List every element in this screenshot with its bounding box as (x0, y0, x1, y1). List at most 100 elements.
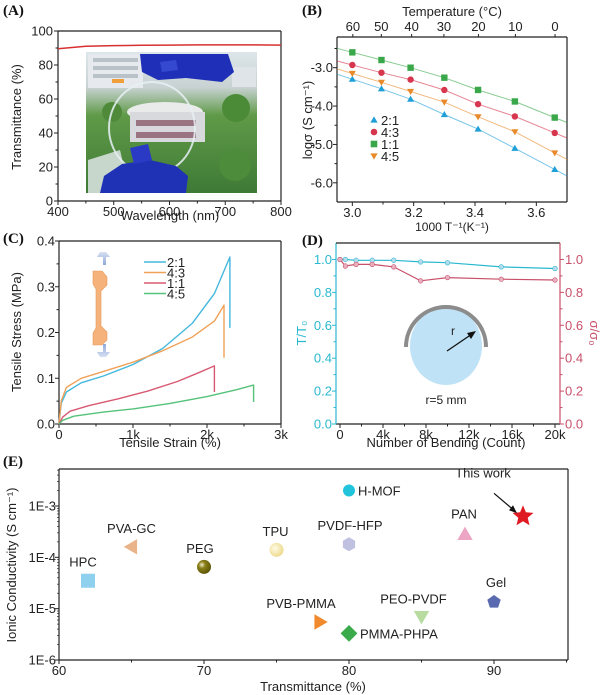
y-tick-label: 0.2 (37, 325, 55, 340)
fit-line-4:3 (336, 60, 568, 139)
x-tick-label: 3.4 (466, 205, 484, 220)
x-tick-label: 8k (419, 427, 433, 442)
data-point-σ/σ0 (444, 274, 451, 281)
data-point-T/T0 (342, 256, 348, 263)
data-point-4:3 (474, 100, 482, 108)
x-tick-label: 800 (270, 204, 292, 219)
data-point-T/T0 (418, 259, 424, 265)
stress-strain-curve-4:3 (58, 304, 225, 425)
x-tick-label: 90 (487, 663, 501, 678)
data-point-1:1 (511, 98, 519, 105)
stress-strain-curve-4:5 (58, 384, 255, 425)
x-tick-label: 80 (342, 663, 356, 678)
dogbone-specimen-icon (92, 270, 108, 346)
y-tick-label: 0.0 (37, 417, 55, 432)
x-tick-label: 700 (214, 204, 236, 219)
data-point-σ/σ0 (337, 256, 343, 263)
marker-peo-pvdf (413, 611, 430, 625)
legend-label: 2:1 (167, 255, 185, 270)
x-tick-label: 1k (126, 427, 140, 442)
data-point-4:5 (551, 150, 559, 157)
panel-c-legend: 2:14:31:14:5 (144, 255, 185, 302)
data-point-2:1 (348, 75, 356, 82)
y-tick-label: -5.0 (311, 137, 333, 152)
data-point-4:3 (349, 61, 356, 69)
data-point-σ/σ0 (418, 278, 424, 284)
data-point-T/T0 (498, 264, 504, 270)
marker-pan (457, 526, 473, 540)
data-point-4:5 (377, 79, 385, 86)
bent-film-arc (404, 305, 488, 348)
top-tick-label: 60 (346, 19, 360, 34)
radius-symbol: r (451, 324, 455, 338)
marker-tpu (269, 542, 284, 557)
data-point-2:1 (474, 125, 482, 132)
data-point-σ/σ0 (369, 261, 375, 267)
panel-a-transmittance-chart: 400 500 600 700 800 0 20 40 60 80 100 Wavelength (… (9, 24, 292, 224)
radius-arrowhead-icon (467, 331, 476, 339)
x-tick-label: 4k (376, 427, 390, 442)
y-tick-label: 20 (39, 160, 53, 175)
transmittance-curve (57, 44, 282, 50)
legend-label: 1:1 (167, 276, 185, 291)
data-point-2:1 (377, 85, 385, 92)
point-label-peo-pvdf: PEO-PVDF (380, 592, 447, 607)
top-tick-label: 10 (508, 19, 522, 34)
panel-e-xlabel: Transmittance (%) (260, 679, 366, 694)
panel-label-b: (B) (302, 3, 322, 19)
stress-strain-curve-2:1 (58, 256, 231, 425)
point-label-pvdf-hfp: PVDF-HFP (318, 518, 383, 533)
marker-peg (197, 559, 211, 574)
data-point-σ/σ0 (353, 261, 359, 267)
legend-label: 1:1 (381, 137, 399, 152)
data-point-2:1 (551, 165, 559, 172)
x-tick-label: 600 (159, 204, 181, 219)
panel-d-left-ylabel: T/T₀ (294, 321, 309, 346)
panel-label-a: (A) (3, 3, 24, 19)
y-tick-label: -4.0 (311, 99, 333, 114)
y-tick-label: 1E-4 (29, 550, 56, 565)
radius-value-label: r=5 mm (425, 393, 466, 407)
stretch-up-arrow-icon (97, 252, 110, 265)
y-tick-label: 1E-5 (29, 601, 56, 616)
panel-a-ylabel: Transmittance (%) (9, 64, 24, 170)
panel-d-xlabel: Number of Bending (Count) (367, 435, 526, 450)
data-point-σ/σ0 (552, 277, 558, 283)
data-point-T/T0 (391, 257, 397, 263)
marker-pvdf-hfp (342, 537, 356, 552)
y-tick-label: -3.0 (311, 60, 333, 75)
y-tick-label: 80 (39, 58, 53, 73)
panel-b-axes: 3.0 3.2 3.4 3.6 -6.0 -5.0 -4.0 -3.0 60 50 40 30 20 10… (311, 19, 568, 220)
data-point-T/T0 (552, 265, 558, 272)
y-tick-label: 1E-6 (29, 653, 56, 668)
x-tick-label: 20k (545, 427, 566, 442)
point-label-this-work: This work (455, 465, 511, 480)
right-y-tick-label: 0.0 (565, 417, 583, 432)
marker-pvb-pmma (314, 614, 328, 630)
point-label-pan: PAN (451, 506, 477, 521)
x-tick-label: 3.0 (343, 205, 361, 220)
y-tick-label: 1E-3 (29, 499, 56, 514)
right-y-tick-label: 0.6 (565, 318, 583, 333)
panel-c-axes: 0 1k 2k 3k 0.0 0.1 0.2 0.3 0.4 (37, 234, 288, 443)
panel-a-axes: 400 500 600 700 800 0 20 40 60 80 100 (31, 24, 292, 220)
legend-label: 2:1 (381, 113, 399, 128)
data-point-T/T0 (444, 260, 451, 266)
x-tick-label: 3k (274, 427, 288, 442)
legend-label: 4:3 (167, 266, 185, 281)
data-point-2:1 (511, 144, 519, 151)
data-point-4:5 (474, 114, 482, 121)
point-label-tpu: TPU (263, 524, 289, 539)
x-tick-label: 3.6 (527, 205, 545, 220)
inset-photo (86, 52, 257, 193)
legend-marker-2:1 (370, 116, 378, 123)
fit-line-2:1 (336, 73, 568, 177)
panel-a-xlabel: Wavelength (nm) (121, 208, 220, 223)
panel-label-c: (C) (3, 231, 24, 247)
mandrel-circle (410, 307, 482, 385)
point-label-pvb-pmma: PVB-PMMA (266, 596, 336, 611)
bending-radius-inset: r r=5 mm (404, 305, 488, 407)
this-work-arrowhead-icon (509, 505, 517, 514)
marker-hpc (81, 573, 95, 588)
